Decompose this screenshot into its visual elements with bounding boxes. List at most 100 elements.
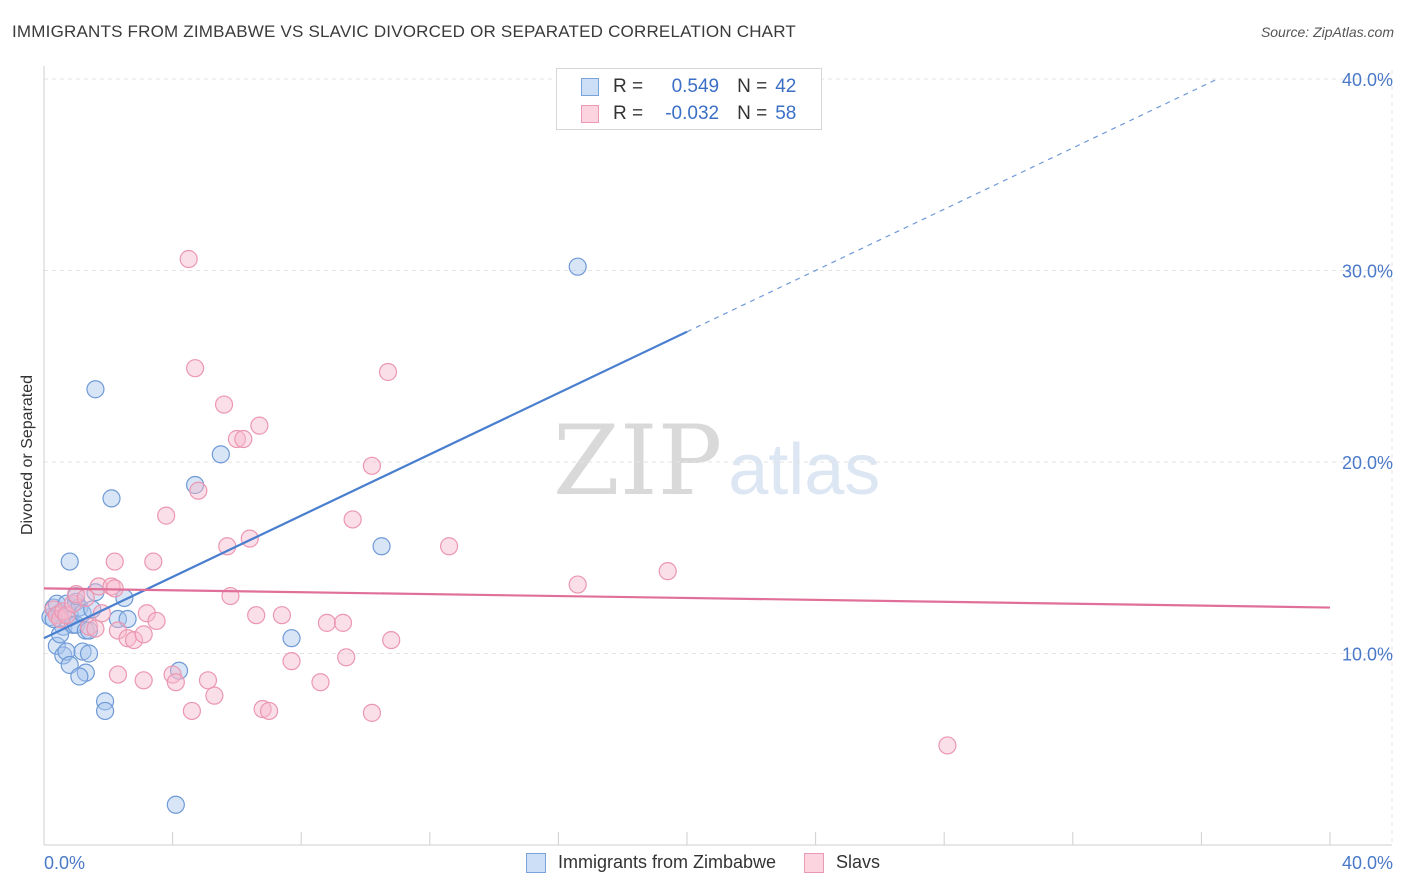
point-slavs [568, 575, 587, 594]
x-tick-label: 40.0% [1342, 853, 1393, 873]
correlation-legend: R = 0.549 N = 42 R = -0.032 N = 58 [556, 68, 822, 130]
series-legend: Immigrants from Zimbabwe Slavs [0, 852, 1406, 873]
point-slavs [102, 577, 121, 596]
point-slavs [108, 621, 128, 640]
legend-r-label: R = [613, 103, 644, 124]
point-slavs [134, 671, 153, 690]
legend-r-label: R = [613, 76, 644, 97]
legend-row-slavs: R = -0.032 N = 58 [581, 101, 796, 127]
point-slavs [227, 429, 246, 449]
point-slavs [89, 577, 108, 596]
point-slavs [240, 529, 259, 548]
axes [43, 66, 1392, 846]
point-slavs [362, 703, 382, 722]
point-slavs [378, 362, 398, 382]
point-zimbabwe [102, 489, 121, 508]
point-zimbabwe [372, 537, 391, 556]
y-tick-label: 40.0% [1342, 70, 1393, 90]
tick-labels: 10.0% 20.0% 30.0% 40.0% 0.0% 40.0% [44, 70, 1393, 873]
point-zimbabwe [57, 642, 76, 661]
point-slavs [214, 395, 234, 414]
point-slavs [311, 673, 330, 692]
y-tick-label: 20.0% [1342, 453, 1393, 473]
point-zimbabwe [568, 257, 587, 276]
point-slavs [253, 699, 272, 719]
point-slavs [182, 701, 201, 721]
point-zimbabwe [70, 667, 89, 686]
source-credit: Source: ZipAtlas.com [1260, 24, 1394, 40]
x-tick-label: 0.0% [44, 853, 85, 873]
series-label-slavs: Slavs [836, 852, 881, 872]
point-zimbabwe [67, 592, 86, 611]
point-zimbabwe [95, 701, 115, 721]
point-slavs [57, 606, 76, 625]
point-slavs [105, 552, 124, 571]
point-zimbabwe [73, 642, 92, 661]
legend-r-value: 0.549 [671, 76, 720, 97]
point-slavs [282, 652, 301, 671]
legend-swatch-zimbabwe [581, 78, 599, 96]
series-legend-item-slavs[interactable]: Slavs [804, 852, 880, 873]
point-slavs [938, 736, 957, 755]
legend-n-value: 58 [775, 103, 797, 124]
chart-title: IMMIGRANTS FROM ZIMBABWE VS SLAVIC DIVOR… [12, 22, 796, 41]
point-zimbabwe [79, 644, 99, 663]
legend-swatch-slavs [581, 105, 599, 123]
point-slavs [198, 671, 218, 690]
point-slavs [147, 611, 166, 631]
point-slavs [137, 604, 156, 623]
series-label-zimbabwe: Immigrants from Zimbabwe [557, 852, 777, 872]
legend-row-zimbabwe: R = 0.549 N = 42 [581, 74, 796, 100]
gridlines [44, 70, 1393, 845]
point-zimbabwe [186, 475, 205, 495]
point-slavs [247, 606, 266, 625]
point-slavs [317, 613, 337, 632]
point-zimbabwe [86, 380, 105, 399]
point-slavs [439, 537, 459, 556]
series-swatch-zimbabwe [525, 852, 546, 873]
point-zimbabwe [166, 795, 185, 814]
point-slavs [134, 625, 153, 644]
point-slavs [79, 617, 99, 636]
point-slavs [86, 619, 105, 638]
point-slavs [108, 665, 128, 684]
point-slavs [362, 456, 382, 475]
point-zimbabwe [60, 552, 79, 571]
series-legend-item-zimbabwe[interactable]: Immigrants from Zimbabwe [525, 852, 777, 873]
point-slavs [382, 630, 401, 650]
point-zimbabwe [211, 445, 230, 464]
point-slavs [166, 673, 185, 692]
legend-n-value: 42 [775, 76, 797, 97]
point-slavs [658, 562, 677, 581]
trendline-zimbabwe [43, 330, 688, 640]
point-zimbabwe [79, 621, 99, 640]
point-slavs [189, 481, 208, 500]
point-slavs [218, 537, 237, 556]
point-slavs [343, 510, 362, 529]
y-tick-label: 30.0% [1342, 262, 1393, 282]
legend-r-value: -0.032 [665, 103, 720, 124]
point-slavs [234, 429, 253, 449]
legend-n-label: N = [737, 103, 768, 124]
trendline-zimbabwe-extension [686, 78, 1218, 333]
regression-lines [43, 78, 1331, 640]
point-zimbabwe [282, 629, 301, 648]
point-slavs [179, 249, 198, 269]
point-slavs [124, 630, 144, 650]
point-zimbabwe [47, 636, 66, 655]
point-slavs [333, 613, 353, 632]
trendline-slavs [43, 587, 1331, 609]
data-points [41, 249, 957, 814]
point-slavs [186, 359, 205, 378]
point-slavs [272, 606, 292, 625]
point-slavs [259, 701, 279, 721]
point-zimbabwe [95, 692, 115, 711]
point-slavs [250, 416, 269, 435]
point-slavs [157, 506, 176, 525]
y-tick-label: 10.0% [1342, 645, 1393, 665]
point-zimbabwe [86, 583, 105, 602]
point-slavs [205, 686, 224, 705]
point-slavs [144, 552, 163, 571]
point-slavs [337, 648, 356, 667]
